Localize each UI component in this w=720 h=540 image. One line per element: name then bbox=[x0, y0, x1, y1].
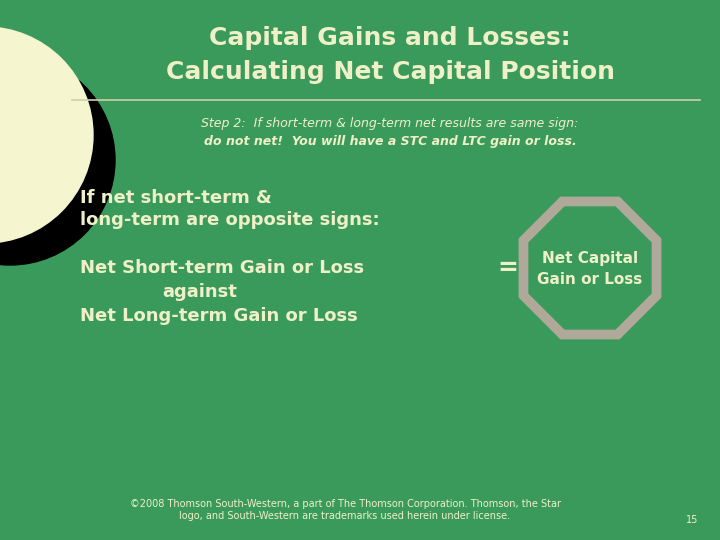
Text: If net short-term &: If net short-term & bbox=[80, 189, 271, 207]
Text: do not net!  You will have a STC and LTC gain or loss.: do not net! You will have a STC and LTC … bbox=[204, 136, 577, 148]
Text: 15: 15 bbox=[685, 515, 698, 525]
Text: Net Short-term Gain or Loss: Net Short-term Gain or Loss bbox=[80, 259, 364, 277]
Circle shape bbox=[0, 27, 93, 243]
Text: Net Long-term Gain or Loss: Net Long-term Gain or Loss bbox=[80, 307, 358, 325]
Text: Capital Gains and Losses:: Capital Gains and Losses: bbox=[210, 26, 571, 50]
Polygon shape bbox=[523, 201, 657, 334]
Text: Step 2:  If short-term & long-term net results are same sign:: Step 2: If short-term & long-term net re… bbox=[202, 118, 579, 131]
Text: Calculating Net Capital Position: Calculating Net Capital Position bbox=[166, 60, 614, 84]
Text: Gain or Loss: Gain or Loss bbox=[537, 273, 643, 287]
Circle shape bbox=[0, 55, 115, 265]
Text: ©2008 Thomson South-Western, a part of The Thomson Corporation. Thomson, the Sta: ©2008 Thomson South-Western, a part of T… bbox=[130, 499, 560, 521]
Text: Net Capital: Net Capital bbox=[542, 251, 638, 266]
Text: =: = bbox=[498, 256, 518, 280]
Text: against: against bbox=[163, 283, 238, 301]
Text: long-term are opposite signs:: long-term are opposite signs: bbox=[80, 211, 379, 229]
